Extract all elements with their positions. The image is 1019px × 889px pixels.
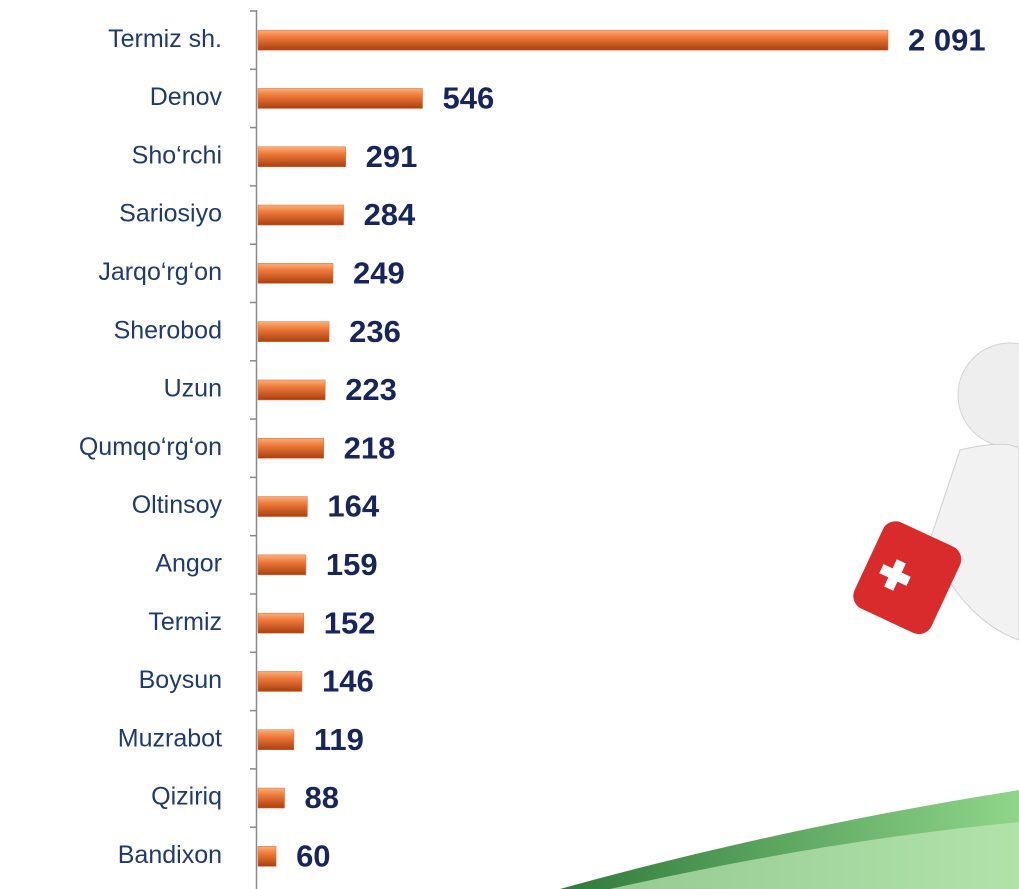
chart: Termiz sh. 2 091 Denov 546 Sho‘rchi 291 Sarios… xyxy=(0,0,1019,889)
category-label: Termiz sh. xyxy=(108,25,222,53)
value-label: 236 xyxy=(349,314,401,349)
bar xyxy=(258,555,306,575)
category-label: Qiziriq xyxy=(151,783,222,811)
category-label: Denov xyxy=(150,83,223,111)
bar xyxy=(258,380,325,400)
category-label: Qumqo‘rg‘on xyxy=(79,433,222,461)
bar xyxy=(258,497,307,517)
page: Termiz sh. 2 091 Denov 546 Sho‘rchi 291 Sarios… xyxy=(0,0,1019,889)
category-label: Termiz xyxy=(148,608,222,636)
category-label: Jarqo‘rg‘on xyxy=(98,258,222,286)
category-label: Sherobod xyxy=(114,316,222,344)
category-label: Bandixon xyxy=(118,841,222,869)
value-label: 159 xyxy=(326,547,378,582)
category-label: Uzun xyxy=(164,375,222,403)
value-label: 218 xyxy=(344,430,396,465)
value-label: 249 xyxy=(353,256,405,291)
category-label: Angor xyxy=(155,549,222,577)
bar xyxy=(258,730,294,750)
bar xyxy=(258,846,276,866)
category-label: Sariosiyo xyxy=(119,200,222,228)
category-label: Muzrabot xyxy=(118,724,222,752)
category-label: Boysun xyxy=(139,666,222,694)
value-label: 2 091 xyxy=(908,22,986,57)
bar xyxy=(258,88,423,108)
value-label: 152 xyxy=(324,605,376,640)
value-label: 119 xyxy=(314,722,364,757)
bar xyxy=(258,613,304,633)
bar xyxy=(258,147,346,167)
value-label: 291 xyxy=(366,139,418,174)
figure-head xyxy=(958,343,1019,447)
bar xyxy=(258,205,344,225)
plot: Termiz sh. 2 091 Denov 546 Sho‘rchi 291 Sarios… xyxy=(79,10,986,889)
bar xyxy=(258,671,302,691)
decoration xyxy=(560,343,1019,889)
value-label: 223 xyxy=(345,372,397,407)
value-label: 60 xyxy=(296,839,330,874)
value-label: 284 xyxy=(364,197,416,232)
category-label: Oltinsoy xyxy=(132,491,223,519)
category-label: Sho‘rchi xyxy=(132,141,222,169)
bar xyxy=(258,30,888,50)
bar xyxy=(258,788,285,808)
bar xyxy=(258,263,333,283)
value-label: 164 xyxy=(327,489,379,524)
value-label: 146 xyxy=(322,664,374,699)
bar xyxy=(258,438,324,458)
value-label: 88 xyxy=(305,780,339,815)
value-label: 546 xyxy=(443,81,495,116)
bar xyxy=(258,322,329,342)
